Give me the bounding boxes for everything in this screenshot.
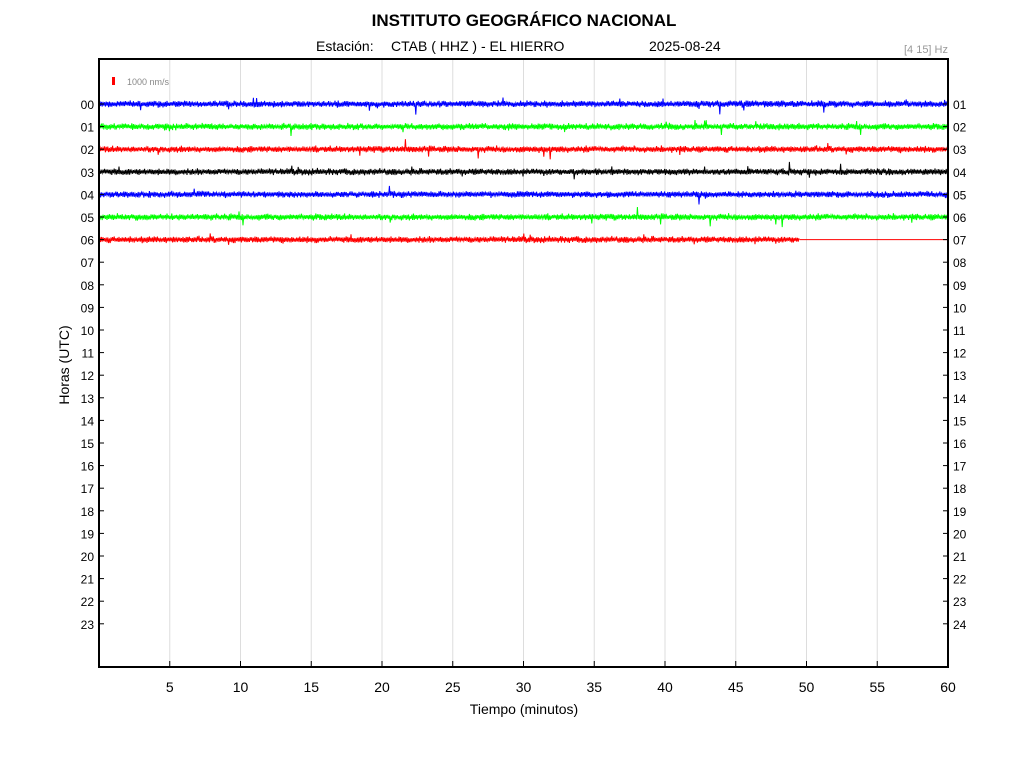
y-tick-label-left: 17 xyxy=(81,482,95,496)
y-tick-label-left: 16 xyxy=(81,460,95,474)
x-tick-label: 35 xyxy=(586,679,602,695)
chart-title: INSTITUTO GEOGRÁFICO NACIONAL xyxy=(372,11,677,30)
y-tick-label-left: 18 xyxy=(81,505,95,519)
y-tick-label-left: 06 xyxy=(81,234,95,248)
x-tick-label: 20 xyxy=(374,679,390,695)
seismic-trace-hour-01 xyxy=(98,119,949,137)
y-tick-label-right: 02 xyxy=(953,121,967,135)
y-tick-label-right: 23 xyxy=(953,595,967,609)
y-tick-label-left: 15 xyxy=(81,437,95,451)
y-tick-label-left: 03 xyxy=(81,166,95,180)
y-tick-label-right: 16 xyxy=(953,437,967,451)
y-tick-label-right: 08 xyxy=(953,256,967,270)
y-tick-label-right: 11 xyxy=(953,324,966,338)
seismic-trace-hour-00 xyxy=(98,97,949,115)
y-tick-label-left: 23 xyxy=(81,618,95,632)
x-tick-label: 50 xyxy=(799,679,815,695)
y-tick-label-left: 10 xyxy=(81,324,95,338)
grid-lines xyxy=(169,59,878,667)
y-tick-label-right: 14 xyxy=(953,392,967,406)
y-tick-label-right: 10 xyxy=(953,301,967,315)
x-axis-label: Tiempo (minutos) xyxy=(470,701,578,717)
scale-label: 1000 nm/s xyxy=(127,77,170,87)
x-tick-label: 40 xyxy=(657,679,673,695)
y-tick-label-left: 11 xyxy=(82,347,95,361)
y-tick-label-left: 22 xyxy=(81,595,95,609)
filter-band-label: [4 15] Hz xyxy=(904,44,948,56)
y-tick-label-right: 09 xyxy=(953,279,967,293)
y-tick-label-right: 13 xyxy=(953,369,967,383)
station-label: Estación: xyxy=(316,38,374,54)
y-tick-label-right: 20 xyxy=(953,527,967,541)
seismic-trace-hour-03 xyxy=(98,161,949,180)
x-tick-label: 15 xyxy=(303,679,319,695)
seismic-trace-hour-02 xyxy=(98,139,949,160)
seismic-trace-hour-06 xyxy=(98,233,800,245)
y-tick-label-right: 01 xyxy=(953,98,967,112)
y-tick-label-left: 01 xyxy=(81,121,95,135)
x-tick-label: 25 xyxy=(445,679,461,695)
y-tick-label-left: 00 xyxy=(81,98,95,112)
y-tick-label-right: 05 xyxy=(953,188,967,202)
x-tick-label: 45 xyxy=(728,679,744,695)
x-tick-label: 10 xyxy=(233,679,249,695)
station-name: CTAB ( HHZ ) - EL HIERRO xyxy=(391,38,565,54)
y-tick-label-right: 03 xyxy=(953,143,967,157)
y-tick-label-right: 19 xyxy=(953,505,967,519)
seismic-trace-hour-04 xyxy=(98,185,949,205)
y-axis-label: Horas (UTC) xyxy=(56,325,72,404)
y-tick-label-right: 22 xyxy=(953,573,967,587)
x-tick-label: 55 xyxy=(869,679,885,695)
seismic-traces xyxy=(98,97,949,245)
y-tick-label-left: 04 xyxy=(81,188,95,202)
chart-date: 2025-08-24 xyxy=(649,38,721,54)
y-tick-label-left: 08 xyxy=(81,279,95,293)
y-tick-label-left: 13 xyxy=(81,392,95,406)
y-tick-label-left: 19 xyxy=(81,527,95,541)
y-tick-label-right: 24 xyxy=(953,618,967,632)
y-tick-label-right: 21 xyxy=(953,550,967,564)
y-tick-label-left: 07 xyxy=(81,256,95,270)
y-tick-label-left: 14 xyxy=(81,414,95,428)
y-tick-label-right: 07 xyxy=(953,234,967,248)
x-tick-label: 5 xyxy=(166,679,174,695)
y-tick-label-left: 09 xyxy=(81,301,95,315)
y-tick-label-right: 06 xyxy=(953,211,967,225)
y-tick-label-left: 21 xyxy=(81,573,95,587)
x-tick-label: 30 xyxy=(516,679,532,695)
y-tick-label-left: 20 xyxy=(81,550,95,564)
y-tick-label-right: 18 xyxy=(953,482,967,496)
x-tick-label: 60 xyxy=(940,679,956,695)
seismic-trace-hour-05 xyxy=(98,206,949,228)
axis-labels: 5 10 15 20 25 30 35 40 45 50 55 60 00 01 02 03 04 05 06 07 0… xyxy=(81,98,967,695)
y-tick-label-left: 12 xyxy=(81,369,95,383)
scale-bar xyxy=(112,77,115,85)
y-tick-label-right: 12 xyxy=(953,347,967,361)
y-tick-label-right: 17 xyxy=(953,460,967,474)
y-tick-label-right: 04 xyxy=(953,166,967,180)
axis-ticks xyxy=(99,103,949,667)
y-tick-label-right: 15 xyxy=(953,414,967,428)
y-tick-label-left: 02 xyxy=(81,143,95,157)
y-tick-label-left: 05 xyxy=(81,211,95,225)
